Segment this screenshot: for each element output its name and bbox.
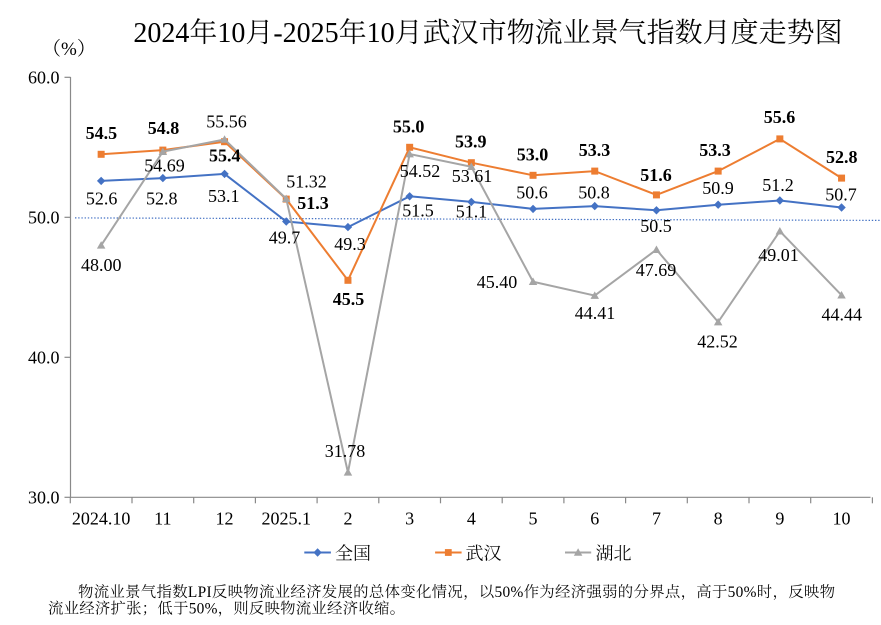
svg-text:60.0: 60.0 xyxy=(28,68,60,88)
svg-text:54.8: 54.8 xyxy=(148,118,180,138)
svg-text:53.61: 53.61 xyxy=(452,166,493,186)
svg-text:55.6: 55.6 xyxy=(764,107,796,127)
svg-text:45.5: 45.5 xyxy=(333,289,365,309)
svg-text:47.69: 47.69 xyxy=(636,260,677,280)
svg-text:5: 5 xyxy=(529,509,538,529)
svg-text:53.9: 53.9 xyxy=(455,131,487,151)
svg-text:武汉: 武汉 xyxy=(466,544,502,564)
svg-text:2: 2 xyxy=(343,509,352,529)
svg-text:2024年10月-2025年10月武汉市物流业景气指数月度走: 2024年10月-2025年10月武汉市物流业景气指数月度走势图 xyxy=(133,18,842,49)
svg-text:50.9: 50.9 xyxy=(702,178,734,198)
svg-text:30.0: 30.0 xyxy=(28,488,60,508)
svg-text:49.3: 49.3 xyxy=(334,234,366,254)
svg-text:51.6: 51.6 xyxy=(640,165,672,185)
svg-text:49.7: 49.7 xyxy=(269,228,301,248)
svg-text:50.6: 50.6 xyxy=(516,183,548,203)
svg-text:54.5: 54.5 xyxy=(86,123,118,143)
svg-text:49.01: 49.01 xyxy=(758,245,799,265)
svg-text:50.8: 50.8 xyxy=(578,183,610,203)
svg-text:流业经济扩张；低于50%，则反映物流业经济收缩。: 流业经济扩张；低于50%，则反映物流业经济收缩。 xyxy=(48,600,405,618)
svg-text:50.0: 50.0 xyxy=(28,208,60,228)
svg-text:54.69: 54.69 xyxy=(144,156,185,176)
svg-text:51.32: 51.32 xyxy=(286,172,327,192)
svg-text:湖北: 湖北 xyxy=(596,544,632,564)
svg-text:2024.10: 2024.10 xyxy=(72,509,131,529)
svg-text:物流业景气指数LPI反映物流业经济发展的总体变化情况，以50: 物流业景气指数LPI反映物流业经济发展的总体变化情况，以50%作为经济强弱的分界… xyxy=(78,583,835,601)
svg-text:44.44: 44.44 xyxy=(821,305,862,325)
svg-text:4: 4 xyxy=(467,509,476,529)
svg-text:55.0: 55.0 xyxy=(393,117,425,137)
svg-text:9: 9 xyxy=(775,509,784,529)
svg-text:53.3: 53.3 xyxy=(579,140,611,160)
svg-text:3: 3 xyxy=(405,509,414,529)
svg-text:50.5: 50.5 xyxy=(640,216,672,236)
svg-text:55.4: 55.4 xyxy=(209,145,241,165)
svg-text:6: 6 xyxy=(590,509,599,529)
svg-text:54.52: 54.52 xyxy=(400,161,441,181)
svg-text:53.3: 53.3 xyxy=(699,140,731,160)
svg-text:40.0: 40.0 xyxy=(28,348,60,368)
svg-text:11: 11 xyxy=(154,509,171,529)
svg-text:50.7: 50.7 xyxy=(825,185,857,205)
svg-text:7: 7 xyxy=(652,509,661,529)
svg-text:48.00: 48.00 xyxy=(81,255,122,275)
svg-text:51.2: 51.2 xyxy=(762,175,794,195)
svg-text:53.0: 53.0 xyxy=(517,145,549,165)
svg-text:42.52: 42.52 xyxy=(697,332,738,352)
svg-text:10: 10 xyxy=(833,509,851,529)
svg-text:（%）: （%） xyxy=(42,38,96,60)
svg-text:51.1: 51.1 xyxy=(456,202,488,222)
svg-text:44.41: 44.41 xyxy=(575,303,616,323)
svg-text:52.8: 52.8 xyxy=(826,147,858,167)
svg-text:52.6: 52.6 xyxy=(86,188,118,208)
svg-text:2025.1: 2025.1 xyxy=(262,509,312,529)
svg-text:8: 8 xyxy=(714,509,723,529)
svg-text:55.56: 55.56 xyxy=(206,112,247,132)
svg-text:51.5: 51.5 xyxy=(402,201,434,221)
svg-text:31.78: 31.78 xyxy=(325,441,366,461)
svg-text:45.40: 45.40 xyxy=(477,272,518,292)
svg-text:12: 12 xyxy=(216,509,234,529)
svg-text:53.1: 53.1 xyxy=(208,186,240,206)
svg-text:52.8: 52.8 xyxy=(146,188,178,208)
svg-text:全国: 全国 xyxy=(335,544,371,564)
svg-text:51.3: 51.3 xyxy=(297,193,329,213)
